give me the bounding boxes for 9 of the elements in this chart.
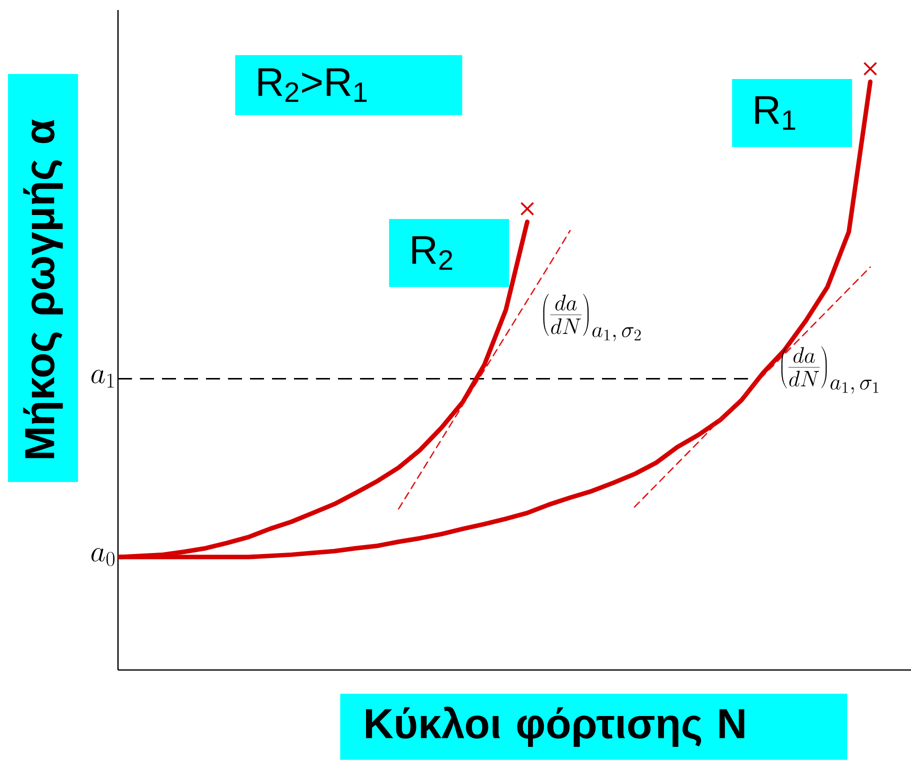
series-label: R$_{2}$: [412, 236, 452, 270]
series-label: $\left(\frac{da}{dN}\right)_{a_1,\,\sigma_2}$: [543, 294, 641, 342]
series-label: R$_{1}$: [755, 96, 796, 130]
annotation: $a_0$: [91, 548, 114, 566]
series-label: $\left(\frac{da}{dN}\right)_{a_1,\,\sigma_1}$: [781, 346, 878, 394]
y-axis-title: Μήκος ρωγμής α: [23, 119, 63, 458]
x-axis-title: Κύκλοι φόρτισης N: [366, 706, 744, 747]
ref-line-label: $a_1$: [91, 370, 114, 388]
annotation: R$_{2}$>R$_{1}$: [258, 68, 367, 102]
